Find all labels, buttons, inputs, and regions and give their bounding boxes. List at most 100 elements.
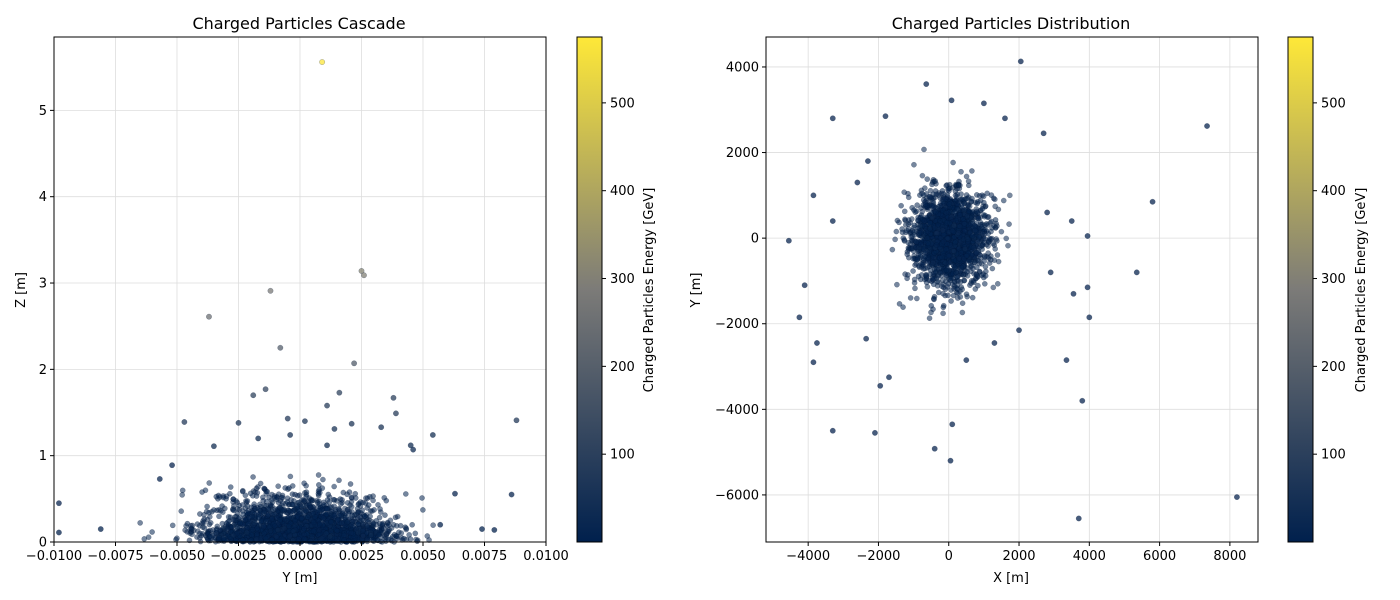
cascade-point bbox=[227, 484, 234, 490]
cascade-point bbox=[370, 497, 376, 504]
cascade-point bbox=[194, 521, 201, 527]
cascade-outlier-point bbox=[267, 287, 274, 294]
cascade-point bbox=[244, 503, 251, 509]
distribution-point bbox=[970, 244, 977, 251]
cascade-outlier-point bbox=[491, 526, 498, 533]
distribution-point bbox=[1000, 197, 1007, 204]
cascade-outlier-point bbox=[378, 424, 385, 431]
cascade-point bbox=[334, 527, 341, 534]
cascade-point bbox=[379, 521, 386, 528]
cascade-point bbox=[260, 524, 267, 530]
cascade-point bbox=[275, 483, 282, 490]
cascade-outlier-point bbox=[206, 313, 212, 320]
cascade-point bbox=[382, 512, 388, 518]
cascade-point bbox=[348, 494, 355, 501]
cascade-point bbox=[187, 522, 194, 529]
cascade-point bbox=[339, 496, 345, 503]
cascade-point bbox=[419, 495, 425, 501]
cascade-point bbox=[254, 525, 260, 532]
cascade-outlier-point bbox=[513, 417, 520, 424]
cascade-point bbox=[381, 494, 388, 501]
cascade-ytick-label: 2 bbox=[39, 363, 47, 378]
cascade-point bbox=[376, 514, 383, 521]
distribution-point bbox=[892, 236, 898, 243]
distribution-point bbox=[995, 258, 1002, 265]
cascade-title: Charged Particles Cascade bbox=[192, 14, 405, 33]
cascade-point bbox=[284, 499, 291, 505]
distribution-point bbox=[986, 235, 993, 242]
cascade-colorbar bbox=[576, 36, 603, 543]
cascade-point bbox=[244, 529, 250, 536]
distribution-point bbox=[911, 161, 917, 168]
cascade-point bbox=[330, 496, 337, 503]
cascade-outlier-point bbox=[437, 521, 444, 528]
cascade-point bbox=[383, 531, 390, 538]
cascade-point bbox=[263, 518, 269, 524]
cascade-point bbox=[201, 511, 207, 518]
cascade-point bbox=[253, 493, 260, 499]
cascade-point bbox=[200, 518, 206, 524]
cascade-outlier-point bbox=[348, 420, 355, 427]
cascade-outlier-point bbox=[97, 526, 104, 533]
cascade-point bbox=[264, 488, 271, 495]
cascade-point bbox=[206, 480, 213, 486]
cascade-point bbox=[253, 536, 260, 543]
cascade-point bbox=[316, 527, 323, 534]
distribution-point bbox=[918, 272, 925, 278]
cascade-xtick-label: −0.0075 bbox=[87, 549, 143, 564]
cascade-outlier-point bbox=[331, 425, 338, 432]
cascade-point bbox=[316, 501, 323, 507]
distribution-point bbox=[910, 268, 916, 274]
cascade-plot: Charged Particles Cascade −0.0100 −0.0075… bbox=[14, 14, 657, 586]
cascade-point bbox=[236, 502, 243, 509]
cascade-point bbox=[370, 520, 377, 527]
cascade-point bbox=[141, 536, 148, 542]
cascade-point bbox=[312, 514, 318, 520]
cascade-point bbox=[401, 535, 407, 542]
cascade-outlier-point bbox=[410, 446, 417, 453]
cascade-point bbox=[295, 536, 302, 542]
distribution-point bbox=[998, 228, 1005, 235]
cascade-outlier-point bbox=[235, 419, 242, 426]
cascade-outlier-point bbox=[319, 59, 326, 65]
cascade-point bbox=[406, 531, 413, 538]
distribution-point bbox=[907, 295, 914, 301]
distribution-point bbox=[901, 237, 908, 243]
distribution-point bbox=[948, 298, 954, 304]
cascade-point bbox=[301, 525, 307, 532]
cascade-ytick-label: 5 bbox=[39, 104, 47, 119]
distribution-grid bbox=[766, 37, 1258, 542]
cascade-point bbox=[169, 522, 176, 529]
cascade-point bbox=[310, 528, 317, 535]
distribution-point bbox=[937, 203, 944, 209]
cascade-point bbox=[243, 498, 249, 504]
cascade-point bbox=[227, 514, 234, 521]
cascade-outlier-point bbox=[287, 432, 294, 438]
distribution-point bbox=[896, 300, 903, 307]
cascade-point bbox=[398, 530, 405, 536]
cascade-point bbox=[273, 496, 280, 503]
cascade-point bbox=[243, 509, 250, 516]
cascade-point bbox=[231, 503, 237, 509]
cascade-point bbox=[260, 494, 266, 501]
cascade-point bbox=[357, 499, 364, 505]
distribution-point bbox=[929, 276, 936, 282]
cascade-point bbox=[270, 507, 277, 513]
cascade-point bbox=[254, 531, 260, 538]
cascade-outlier-point bbox=[429, 432, 436, 438]
cascade-point bbox=[224, 526, 231, 532]
cascade-point bbox=[223, 520, 230, 527]
cascade-point bbox=[247, 490, 254, 497]
cascade-point bbox=[301, 536, 308, 542]
cascade-point bbox=[182, 527, 189, 534]
cascade-point bbox=[324, 506, 330, 512]
cascade-point bbox=[303, 508, 309, 514]
distribution-point bbox=[985, 250, 992, 256]
cascade-point bbox=[305, 514, 311, 521]
cascade-point bbox=[327, 533, 333, 540]
distribution-point bbox=[1005, 242, 1011, 249]
distribution-point bbox=[993, 236, 1000, 242]
cascade-xtick-label: 0.0075 bbox=[462, 549, 508, 564]
cascade-point bbox=[368, 532, 374, 538]
cascade-point bbox=[344, 519, 351, 526]
